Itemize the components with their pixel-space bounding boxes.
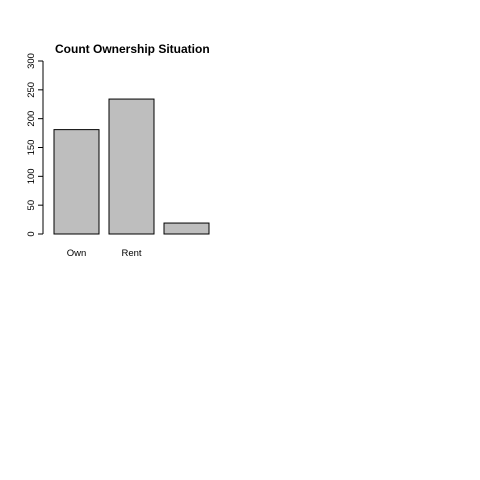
y-tick-label: 100 [26, 168, 37, 184]
y-tick-label: 0 [26, 231, 37, 236]
chart-title: Count Ownership Situation [55, 42, 210, 56]
x-axis-labels: Own Rent [67, 248, 142, 259]
bars-group [53, 98, 210, 235]
y-tick-label: 50 [26, 200, 37, 211]
y-tick-label: 150 [26, 140, 37, 156]
bar [108, 98, 155, 235]
bar [53, 129, 100, 235]
y-axis: 0 50 100 150 200 250 300 [26, 53, 44, 237]
y-tick-label: 200 [26, 111, 37, 127]
y-tick-label: 300 [26, 53, 37, 69]
x-tick-label: Rent [121, 248, 141, 259]
bar [163, 222, 210, 235]
y-tick-label: 250 [26, 82, 37, 98]
x-tick-label: Own [67, 248, 87, 259]
